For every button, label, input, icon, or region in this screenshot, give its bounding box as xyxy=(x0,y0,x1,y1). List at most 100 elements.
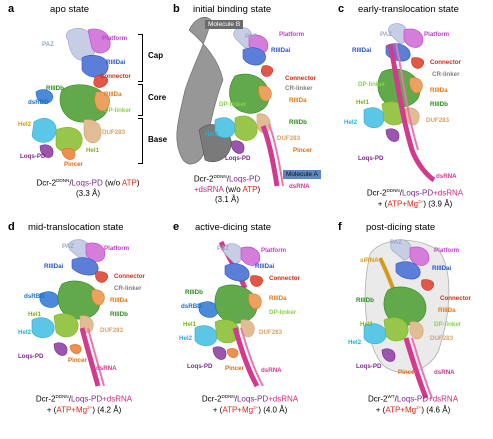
riiida-domain xyxy=(248,293,262,310)
caption-superscript: DDNN xyxy=(213,174,227,179)
structure-c xyxy=(363,23,436,183)
label-riiida: RIIIDa xyxy=(430,87,448,94)
panel-c: c early-translocation state PAZ Platform… xyxy=(330,0,493,215)
dsrna-helix xyxy=(387,43,436,183)
label-pincer: Pincer xyxy=(398,369,417,376)
panel-a: a apo state Cap Core Base PAZ Platform R… xyxy=(0,0,167,215)
connector-domain xyxy=(421,279,434,291)
caption-plus: + xyxy=(268,394,273,404)
riiida-domain xyxy=(91,289,105,306)
hel2-domain xyxy=(31,317,55,339)
caption-plus: + xyxy=(193,184,199,194)
panel-title: early-translocation state xyxy=(358,4,459,15)
caption-text: ) xyxy=(421,405,424,415)
panel-e: e active-dicing state PAZ Platform RIIID… xyxy=(165,218,330,439)
label-hel2: Hel2 xyxy=(179,335,193,342)
caption-superscript: DDNN xyxy=(221,394,235,399)
caption-text: ) xyxy=(136,178,140,188)
core-domain xyxy=(57,280,101,320)
platform-domain xyxy=(87,28,111,54)
structure-a xyxy=(31,28,111,160)
hel2-domain xyxy=(363,107,385,129)
panel-title: active-dicing state xyxy=(195,222,272,233)
panel-title: mid-translocation state xyxy=(28,222,124,233)
connector-domain xyxy=(261,65,274,77)
panel-title: apo state xyxy=(50,4,90,15)
label-hel2: Hel2 xyxy=(18,121,32,128)
hel1-domain xyxy=(383,317,409,342)
label-dsrna: dsRNA xyxy=(434,369,455,376)
label-riiida: RIIIDa xyxy=(438,307,456,314)
label-dsrna: dsRNA xyxy=(436,173,457,180)
label-sirna: siRNA xyxy=(360,257,379,264)
label-riiidb: RIIIDb xyxy=(46,85,64,92)
platform-domain xyxy=(409,246,430,266)
hel2-domain xyxy=(31,118,57,143)
duf283-domain xyxy=(256,113,271,134)
panel-title: post-dicing state xyxy=(366,222,436,233)
caption-atp: ATP xyxy=(242,184,258,194)
label-hel2: Hel2 xyxy=(205,131,219,138)
loqs-domain xyxy=(230,140,245,154)
label-platform: Platform xyxy=(102,35,128,42)
caption-protein: Dcr-2 xyxy=(193,174,214,184)
label-dsrna: dsRNA xyxy=(96,365,117,372)
label-cr-linker: CR-linker xyxy=(114,285,142,292)
label-hel1: Hel1 xyxy=(86,147,100,154)
label-dp-linker: DP-linker xyxy=(219,101,247,108)
label-pincer: Pincer xyxy=(68,357,87,364)
label-duf283: DUF283 xyxy=(259,329,283,336)
label-pincer: Pincer xyxy=(293,147,312,154)
panel-letter: e xyxy=(173,221,180,233)
label-riiidai: RIIIDai xyxy=(271,47,291,54)
caption-superscript: 2+ xyxy=(416,404,422,410)
caption-resolution: (3.1 Å) xyxy=(214,194,239,204)
caption-text: ) xyxy=(92,405,95,415)
label-riiidb: RIIIDb xyxy=(356,297,374,304)
caption-superscript: 2+ xyxy=(418,198,424,204)
caption-loqs: Loqs-PD xyxy=(228,174,261,184)
label-loqs-pd: Loqs-PD xyxy=(358,155,384,162)
label-paz: PAZ xyxy=(390,239,402,246)
hel1-domain xyxy=(53,313,79,338)
caption-atp: ATP+Mg xyxy=(385,405,417,415)
caption-dsrna: dsRNA xyxy=(106,394,133,404)
label-dsrna: dsRNA xyxy=(289,183,310,190)
caption-text: ) xyxy=(257,184,261,194)
structure-f xyxy=(363,239,450,399)
label-connector: Connector xyxy=(285,75,316,82)
caption-text: (w/o xyxy=(223,184,243,194)
caption-text: ) xyxy=(258,405,261,415)
label-paz: PAZ xyxy=(42,41,54,48)
label-loqs-pd: Loqs-PD xyxy=(20,153,46,160)
panel-letter: c xyxy=(338,3,345,15)
paz-domain xyxy=(390,239,412,261)
riiidai-domain xyxy=(224,263,250,282)
duf283-domain xyxy=(83,119,102,144)
molecule-b-label: Molecule B xyxy=(205,20,244,29)
caption-atp: ATP+Mg xyxy=(387,199,419,209)
panel-letter: a xyxy=(8,3,15,15)
connector-domain xyxy=(250,275,263,287)
loqs-domain xyxy=(39,144,54,158)
label-riiidai: RIIIDai xyxy=(44,263,64,270)
dsrna-helix xyxy=(79,327,105,387)
caption-superscript: WT xyxy=(387,394,395,399)
label-loqs-pd: Loqs-PD xyxy=(225,155,251,162)
label-platform: Platform xyxy=(261,247,287,254)
label-connector: Connector xyxy=(440,295,471,302)
caption-loqs: Loqs-PD xyxy=(71,178,103,188)
label-connector: Connector xyxy=(100,73,131,80)
platform-domain xyxy=(85,242,106,262)
caption-slash: / xyxy=(394,394,397,404)
hel1-domain xyxy=(234,115,258,141)
caption-plus: + xyxy=(102,394,107,404)
label-riiidb: RIIIDb xyxy=(289,119,307,126)
label-dsrbd: dsRBD xyxy=(24,293,45,300)
label-dp-linker: DP-linker xyxy=(269,309,297,316)
structure-e xyxy=(194,240,264,388)
label-dsrna: dsRNA xyxy=(261,367,282,374)
caption-resolution: (4.6 Å) xyxy=(424,405,451,415)
label-riiidb: RIIIDb xyxy=(430,101,448,108)
caption-resolution: (4.0 Å) xyxy=(261,405,288,415)
